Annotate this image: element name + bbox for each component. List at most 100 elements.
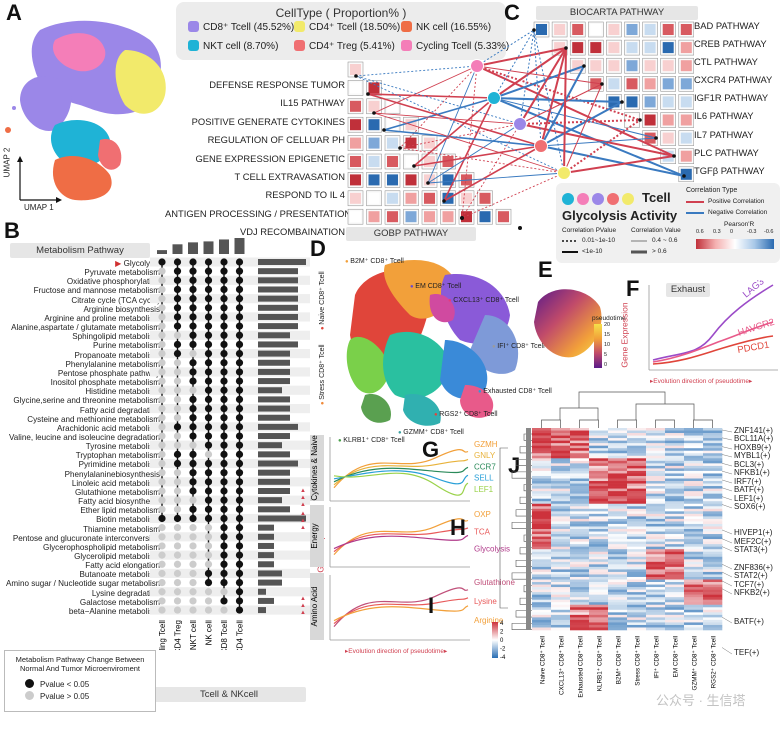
- biocarta-cell-fill: [680, 24, 692, 35]
- ns-dot: [173, 524, 182, 532]
- legend-item-cd8: CD8⁺ Tcell (45.52%): [188, 21, 294, 33]
- heatmap-column-label: Naive CD8⁺ Tcell: [540, 636, 547, 684]
- section-gene-label: GNLY: [474, 451, 496, 460]
- biocarta-pathway-item: IL7 PATHWAY: [694, 128, 754, 140]
- ns-dot: [158, 551, 166, 559]
- panel-label-a: A: [6, 0, 22, 25]
- metabolism-pathway-item: Thiamine metabolism: [83, 524, 160, 534]
- significant-dot: [235, 450, 244, 458]
- upset-column-label: CD4 Treg: [174, 620, 183, 650]
- metabolism-pathway-list: ▶ Glycolysis Pyruvate metabolism Oxidative…: [6, 259, 163, 616]
- significant-dot: [189, 414, 197, 422]
- gobp-cell-fill: [368, 137, 380, 149]
- significant-dot: [204, 569, 213, 578]
- significant-dot: [235, 459, 244, 468]
- biocarta-label: BIOCARTA PATHWAY: [536, 6, 698, 20]
- section-gene-label: SELL: [474, 474, 494, 483]
- significant-dot: [204, 322, 213, 330]
- significant-dot: [220, 359, 228, 367]
- heatmap-column-label: GZMM⁺ CD8⁺ Tcell: [692, 636, 699, 690]
- significant-dot: [235, 258, 244, 266]
- network-anchor: [532, 28, 536, 32]
- biocarta-cell-fill: [626, 96, 638, 108]
- ns-dot: [158, 441, 166, 449]
- row-stripe: [150, 257, 310, 267]
- heatmap-colorbar: 4 2 0 -2 -4: [492, 621, 506, 661]
- row-total-bar: [258, 359, 290, 366]
- network-anchor: [620, 100, 624, 104]
- gobp-cell-fill: [424, 156, 435, 167]
- significant-dot: [189, 331, 197, 339]
- ns-dot: [158, 285, 166, 294]
- network-node: [534, 139, 548, 153]
- section-gene-label: OXP: [474, 510, 491, 519]
- section-gene-label: Lysine: [474, 597, 497, 606]
- biocarta-cell-fill: [572, 60, 584, 72]
- ns-dot: [189, 350, 197, 358]
- network-anchor: [564, 46, 568, 50]
- gene-leader-line: [721, 446, 733, 450]
- ns-dot: [158, 450, 166, 458]
- column-count-bar: [203, 241, 214, 254]
- row-total-bar: [258, 515, 306, 522]
- row-total-bar: [258, 304, 298, 311]
- network-edge: [493, 97, 657, 139]
- significant-dot: [204, 276, 213, 284]
- cd8-subtype-label: ● EM CD8⁺ Tcell: [410, 283, 462, 290]
- biocarta-cell-fill: [590, 78, 602, 90]
- metabolism-pathway-item: Fatty acid degradation: [79, 405, 160, 415]
- ns-dot: [158, 295, 166, 303]
- section-gene-curve: [333, 597, 469, 625]
- column-dendrogram: [541, 391, 713, 428]
- pearson-tick: 0.6: [696, 229, 704, 235]
- panel-f-xaxis: ▸Evolution direction of pseudotime▸: [650, 378, 753, 385]
- network-edge: [367, 93, 542, 147]
- network-edge: [540, 101, 623, 147]
- pearson-tick: -0.6: [764, 229, 774, 235]
- row-total-bar: [258, 442, 282, 449]
- column-count-bar: [157, 250, 167, 254]
- upset-plot: Cycling Tcell CD4 Treg NKT cell NK cell CD8 …: [150, 238, 310, 650]
- gene-leader-line: [721, 647, 733, 655]
- heatmap-tick: 2: [500, 630, 504, 636]
- ns-dot: [173, 441, 182, 449]
- biocarta-cell-fill: [662, 96, 674, 108]
- significant-dot: [235, 331, 244, 339]
- biocarta-cell-fill: [572, 42, 584, 54]
- significant-dot: [204, 304, 213, 312]
- cd8-subtype-label: ● B2M⁺ CD8⁺ Tcell: [345, 258, 404, 265]
- significant-dot: [204, 469, 213, 477]
- ns-dot: [189, 597, 197, 605]
- network-edge: [493, 65, 585, 99]
- section-label: Amino Acid: [310, 586, 319, 626]
- cd8-subtype-label: ● RGS2⁺ CD8⁺ Tcell: [434, 411, 498, 418]
- section-gene-curve: [333, 587, 469, 627]
- f-gene-curve: [652, 321, 774, 363]
- significant-dot: [173, 285, 182, 294]
- metabolism-pathway-item: Valine, leucine and isoleucine degradati…: [8, 432, 160, 442]
- gobp-cell-fill: [350, 137, 361, 149]
- column-count-bar: [234, 238, 245, 254]
- significant-dot: [189, 368, 197, 376]
- significant-dot: [173, 313, 182, 321]
- network-edge: [355, 75, 521, 125]
- pearson-tick: 0.3: [713, 229, 721, 235]
- f-gene-curve: [652, 335, 774, 365]
- metabolism-pathway-item: Citrate cycle (TCA cycle): [71, 295, 160, 305]
- gobp-cell-fill: [405, 137, 417, 149]
- network-anchor: [426, 181, 430, 185]
- gobp-cell-fill: [350, 174, 361, 186]
- significant-dot: [235, 524, 244, 532]
- network-edge: [413, 145, 542, 167]
- significant-dot: [235, 359, 244, 367]
- legend-celltype-dot: [577, 193, 589, 205]
- f-gene-label: HAVCR2: [737, 317, 776, 339]
- row-stripe: [150, 495, 310, 505]
- ns-dot: [158, 386, 166, 394]
- biocarta-cell-fill: [608, 78, 620, 90]
- tf-gene-label: TEF(+): [734, 648, 760, 657]
- tf-gene-label: STAT2(+): [734, 571, 768, 580]
- gobp-cell-fill: [424, 211, 435, 223]
- ns-dot: [173, 487, 182, 495]
- significant-dot: [204, 423, 213, 431]
